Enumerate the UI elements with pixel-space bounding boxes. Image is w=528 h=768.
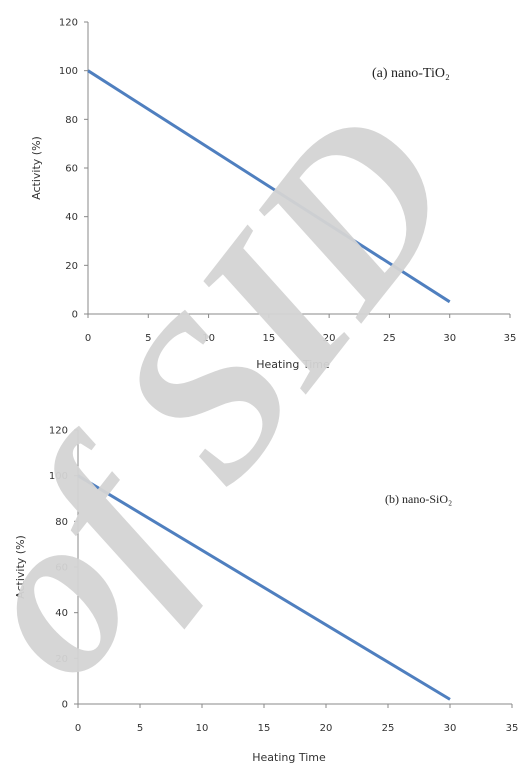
y-tick-label: 0 bbox=[62, 700, 68, 711]
x-tick-label: 15 bbox=[262, 333, 275, 344]
x-tick-label: 20 bbox=[323, 333, 336, 344]
x-tick-label: 35 bbox=[504, 333, 517, 344]
y-tick-label: 100 bbox=[49, 471, 68, 482]
x-tick-label: 30 bbox=[443, 333, 456, 344]
x-axis-title: Heating Time bbox=[252, 751, 326, 764]
chart-panel-b: 0 20 40 60 80 100 120 0 5 10 15 20 25 30 35 Heating Tim… bbox=[14, 426, 518, 765]
y-tick-label: 60 bbox=[65, 164, 78, 175]
x-tick-label: 5 bbox=[145, 333, 151, 344]
x-tick-label: 0 bbox=[85, 333, 91, 344]
y-tick-label: 100 bbox=[59, 66, 78, 77]
x-tick-label: 5 bbox=[137, 723, 143, 734]
y-tick-label: 80 bbox=[65, 115, 78, 126]
y-axis-title: Activity (%) bbox=[30, 136, 43, 200]
y-tick-label: 40 bbox=[65, 212, 78, 223]
panel-title: (a) nano-TiO₂ bbox=[372, 66, 450, 81]
y-tick-label: 80 bbox=[55, 517, 68, 528]
series-line bbox=[87, 69, 451, 304]
y-axis-title: Activity (%) bbox=[14, 535, 27, 599]
panel-title: (b) nano-SiO₂ bbox=[385, 492, 452, 506]
y-tick-label: 120 bbox=[49, 426, 68, 437]
x-tick-label: 25 bbox=[383, 333, 396, 344]
x-tick-label: 10 bbox=[196, 723, 209, 734]
x-tick-label: 0 bbox=[75, 723, 81, 734]
x-tick-label: 20 bbox=[320, 723, 333, 734]
y-tick-label: 0 bbox=[72, 310, 78, 321]
y-tick-label: 120 bbox=[59, 18, 78, 29]
y-tick-label: 20 bbox=[65, 261, 78, 272]
series-line bbox=[77, 474, 451, 701]
x-axis-title: Heating Time bbox=[256, 358, 330, 371]
x-tick-label: 30 bbox=[444, 723, 457, 734]
y-tick-label: 60 bbox=[55, 563, 68, 574]
chart-panel-a: 0 20 40 60 80 100 120 0 5 10 15 20 25 30 35 Heating Tim… bbox=[30, 18, 516, 372]
x-tick-label: 15 bbox=[258, 723, 271, 734]
y-tick-label: 20 bbox=[55, 654, 68, 665]
y-tick-label: 40 bbox=[55, 608, 68, 619]
x-tick-label: 25 bbox=[382, 723, 395, 734]
x-tick-label: 10 bbox=[202, 333, 215, 344]
x-tick-label: 35 bbox=[506, 723, 519, 734]
